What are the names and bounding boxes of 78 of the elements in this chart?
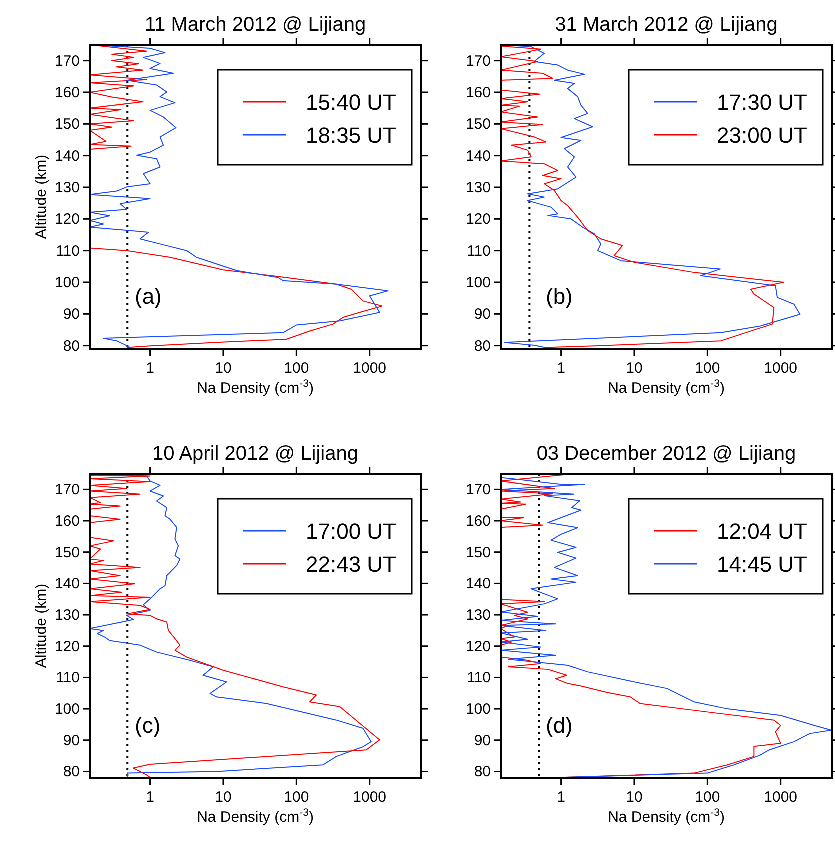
- y-tick-label: 130: [54, 180, 80, 196]
- y-tick-label: 110: [56, 670, 80, 687]
- y-tick-label: 100: [466, 274, 491, 292]
- y-axis-title: Altitude (km): [33, 584, 50, 668]
- y-tick-label: 80: [474, 338, 491, 355]
- y-tick-label: 130: [54, 607, 80, 624]
- legend-label: 17:30 UT: [717, 90, 808, 115]
- x-tick-label: 100: [284, 360, 310, 377]
- y-tick-label: 150: [466, 116, 491, 134]
- y-tick-label: 170: [466, 482, 491, 499]
- x-tick-label: 1: [146, 360, 154, 377]
- legend-label: 23:00 UT: [717, 123, 808, 148]
- x-axis-title: Na Density (cm$^{-3}$): [608, 807, 725, 826]
- x-tick-label: 1000: [764, 789, 798, 806]
- x-tick-label: 1: [557, 360, 566, 377]
- y-tick-label: 170: [54, 482, 80, 499]
- y-tick-label: 90: [63, 306, 80, 324]
- y-tick-label: 120: [466, 211, 491, 228]
- chart-title: 31 March 2012 @ Lijiang: [555, 14, 778, 36]
- y-tick-label: 80: [63, 764, 80, 781]
- y-tick-label: 120: [54, 638, 80, 656]
- y-tick-label: 160: [466, 84, 491, 102]
- x-tick-label: 1000: [353, 360, 387, 377]
- y-tick-label: 90: [474, 306, 491, 324]
- annotation: (d): [546, 713, 573, 738]
- x-tick-label: 10: [215, 360, 232, 377]
- legend-label: 12:04 UT: [717, 519, 808, 544]
- x-axis-title: Na Density (cm$^{-3}$): [197, 378, 314, 397]
- y-tick-label: 80: [474, 764, 491, 781]
- legend-label: 18:35 UT: [306, 123, 396, 148]
- y-tick-label: 120: [54, 211, 80, 228]
- y-tick-label: 140: [54, 148, 80, 165]
- x-tick-label: 1000: [764, 360, 798, 377]
- y-tick-label: 160: [466, 513, 491, 530]
- x-tick-label: 10: [215, 789, 232, 806]
- y-tick-label: 140: [466, 148, 491, 165]
- legend-label: 15:40 UT: [306, 90, 396, 115]
- y-tick-label: 110: [467, 670, 491, 687]
- x-tick-label: 10: [626, 360, 643, 377]
- chart-title: 03 December 2012 @ Lijiang: [536, 443, 796, 465]
- x-tick-label: 100: [695, 789, 720, 806]
- annotation: (b): [546, 284, 573, 309]
- y-tick-label: 160: [54, 84, 80, 102]
- annotation: (c): [135, 713, 161, 738]
- y-tick-label: 80: [63, 338, 80, 355]
- y-tick-label: 100: [54, 274, 80, 292]
- y-tick-label: 140: [54, 576, 80, 593]
- x-axis-title: Na Density (cm$^{-3}$): [608, 378, 725, 397]
- legend-label: 22:43 UT: [306, 552, 396, 577]
- y-tick-label: 150: [54, 116, 80, 134]
- y-tick-label: 170: [466, 52, 491, 70]
- legend-label: 14:45 UT: [717, 552, 808, 577]
- y-tick-label: 120: [466, 638, 491, 656]
- y-tick-label: 90: [474, 732, 491, 750]
- y-tick-label: 140: [466, 576, 491, 593]
- y-tick-label: 170: [54, 52, 80, 70]
- y-tick-label: 150: [54, 544, 80, 562]
- x-axis-title: Na Density (cm$^{-3}$): [197, 807, 314, 826]
- x-tick-label: 1000: [353, 789, 387, 806]
- x-tick-label: 1: [557, 789, 566, 806]
- chart-title: 11 March 2012 @ Lijiang: [144, 14, 366, 36]
- y-axis-title: Altitude (km): [33, 154, 50, 240]
- y-tick-label: 90: [63, 732, 80, 750]
- y-tick-label: 100: [466, 701, 491, 718]
- x-tick-label: 10: [626, 789, 643, 806]
- y-tick-label: 130: [466, 607, 491, 624]
- chart-title: 10 April 2012 @ Lijiang: [152, 443, 358, 465]
- y-tick-label: 100: [54, 701, 80, 718]
- x-tick-label: 100: [284, 789, 310, 806]
- annotation: (a): [135, 284, 162, 309]
- y-tick-label: 110: [56, 242, 80, 260]
- x-tick-label: 100: [695, 360, 720, 377]
- legend-label: 17:00 UT: [306, 519, 396, 544]
- y-tick-label: 160: [54, 513, 80, 530]
- x-tick-label: 1: [146, 789, 154, 806]
- y-tick-label: 130: [466, 180, 491, 196]
- y-tick-label: 150: [466, 544, 491, 562]
- y-tick-label: 110: [467, 242, 491, 260]
